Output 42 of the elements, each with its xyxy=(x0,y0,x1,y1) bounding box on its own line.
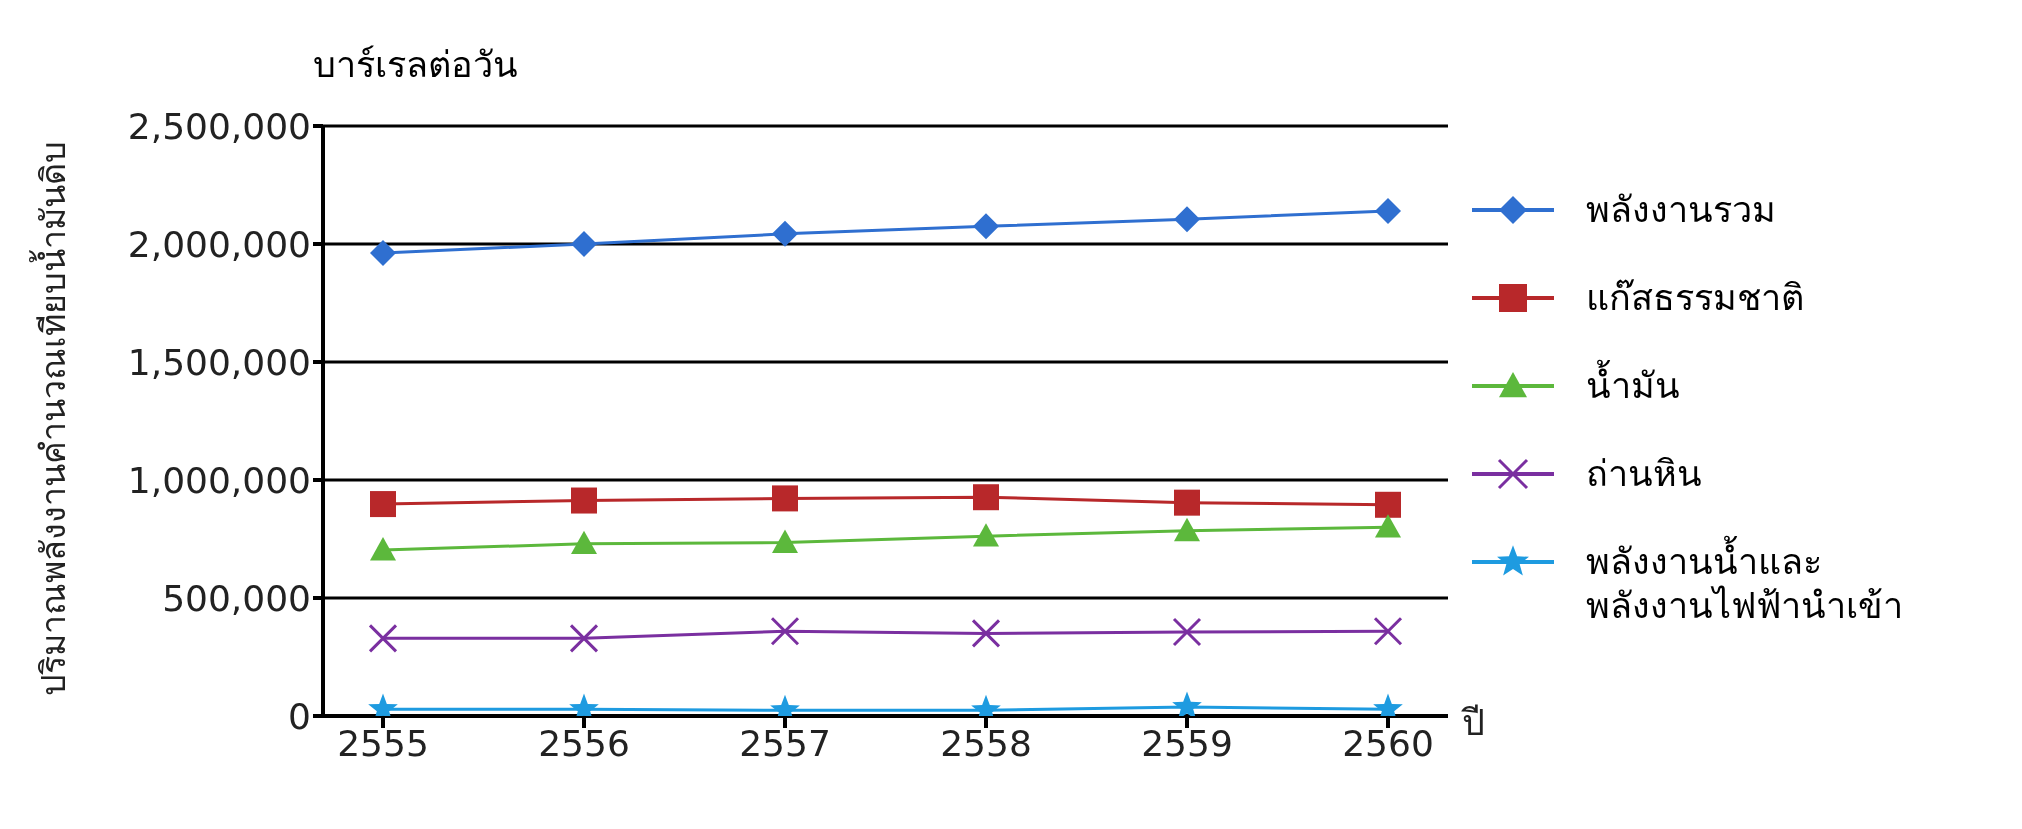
point xyxy=(1174,206,1200,233)
point xyxy=(368,623,398,653)
point xyxy=(370,239,396,266)
y-tick-label: 1,000,000 xyxy=(127,459,311,501)
legend-label: ถ่านหิน xyxy=(1586,452,1703,496)
point xyxy=(772,220,798,247)
x-tick-label: 2557 xyxy=(739,722,831,764)
point xyxy=(772,485,798,512)
point xyxy=(571,530,597,555)
x-tick-label: 2558 xyxy=(940,722,1032,764)
y-tick-label: 2,000,000 xyxy=(127,223,311,265)
point xyxy=(569,623,599,653)
point xyxy=(973,523,999,547)
point xyxy=(1373,616,1403,646)
point xyxy=(370,537,396,561)
y-tick-label: 500,000 xyxy=(162,577,311,619)
legend-label: พลังงานรวม xyxy=(1586,188,1777,232)
point xyxy=(973,213,999,240)
point xyxy=(1375,197,1401,224)
legend-label: แก๊สธรรมชาติ xyxy=(1586,276,1805,320)
point xyxy=(370,491,396,518)
point xyxy=(571,487,597,514)
point xyxy=(971,618,1001,648)
point xyxy=(1375,514,1401,538)
point xyxy=(770,616,800,646)
x-tick-label: 2560 xyxy=(1342,722,1434,764)
y-tick-label: 0 xyxy=(288,695,311,737)
point xyxy=(772,529,798,553)
x-axis-title: ปี xyxy=(1461,701,1485,743)
point xyxy=(571,231,597,257)
point xyxy=(973,484,999,511)
y-tick-label: 2,500,000 xyxy=(127,105,311,147)
point xyxy=(1172,617,1202,647)
x-tick-label: 2555 xyxy=(337,722,429,764)
point xyxy=(1174,489,1200,516)
x-tick-label: 2559 xyxy=(1141,722,1233,764)
point xyxy=(1174,517,1200,542)
point xyxy=(1375,491,1401,518)
x-tick-label: 2556 xyxy=(538,722,630,764)
y-tick-label: 1,500,000 xyxy=(127,341,311,383)
text: บาร์เรลต่อวัน xyxy=(313,43,518,87)
y-axis-title: ปริมาณพลังงานคำนวณเทียบน้ำมันดิบ xyxy=(28,140,74,696)
